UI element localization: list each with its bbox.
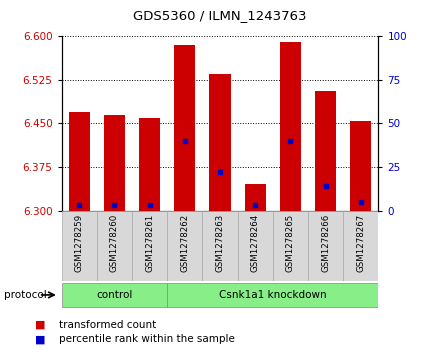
Bar [209,74,231,211]
Bar [132,211,167,281]
Bar [308,211,343,281]
Text: GSM1278267: GSM1278267 [356,214,365,272]
Bar [280,42,301,211]
Text: percentile rank within the sample: percentile rank within the sample [59,334,235,344]
Text: control: control [96,290,132,300]
Bar [62,211,97,281]
Bar [350,121,371,211]
Text: GSM1278263: GSM1278263 [216,214,224,272]
Bar [104,115,125,211]
Bar [167,211,202,281]
Bar [62,283,167,307]
Bar [174,45,195,211]
Text: GSM1278266: GSM1278266 [321,214,330,272]
Bar [245,184,266,211]
Text: GSM1278259: GSM1278259 [75,214,84,272]
Bar [69,112,90,211]
Text: protocol: protocol [4,290,47,300]
Bar [315,91,336,211]
Bar [139,118,160,211]
Bar [273,211,308,281]
Bar [343,211,378,281]
Text: ■: ■ [35,334,46,344]
Bar [238,211,273,281]
Text: GSM1278265: GSM1278265 [286,214,295,272]
Bar [202,211,238,281]
Text: transformed count: transformed count [59,320,157,330]
Text: GSM1278260: GSM1278260 [110,214,119,272]
Text: GSM1278262: GSM1278262 [180,214,189,272]
Bar [97,211,132,281]
Text: GSM1278264: GSM1278264 [251,214,260,272]
Bar [167,283,378,307]
Text: GDS5360 / ILMN_1243763: GDS5360 / ILMN_1243763 [133,9,307,22]
Text: Csnk1a1 knockdown: Csnk1a1 knockdown [219,290,326,300]
Text: GSM1278261: GSM1278261 [145,214,154,272]
Text: ■: ■ [35,320,46,330]
